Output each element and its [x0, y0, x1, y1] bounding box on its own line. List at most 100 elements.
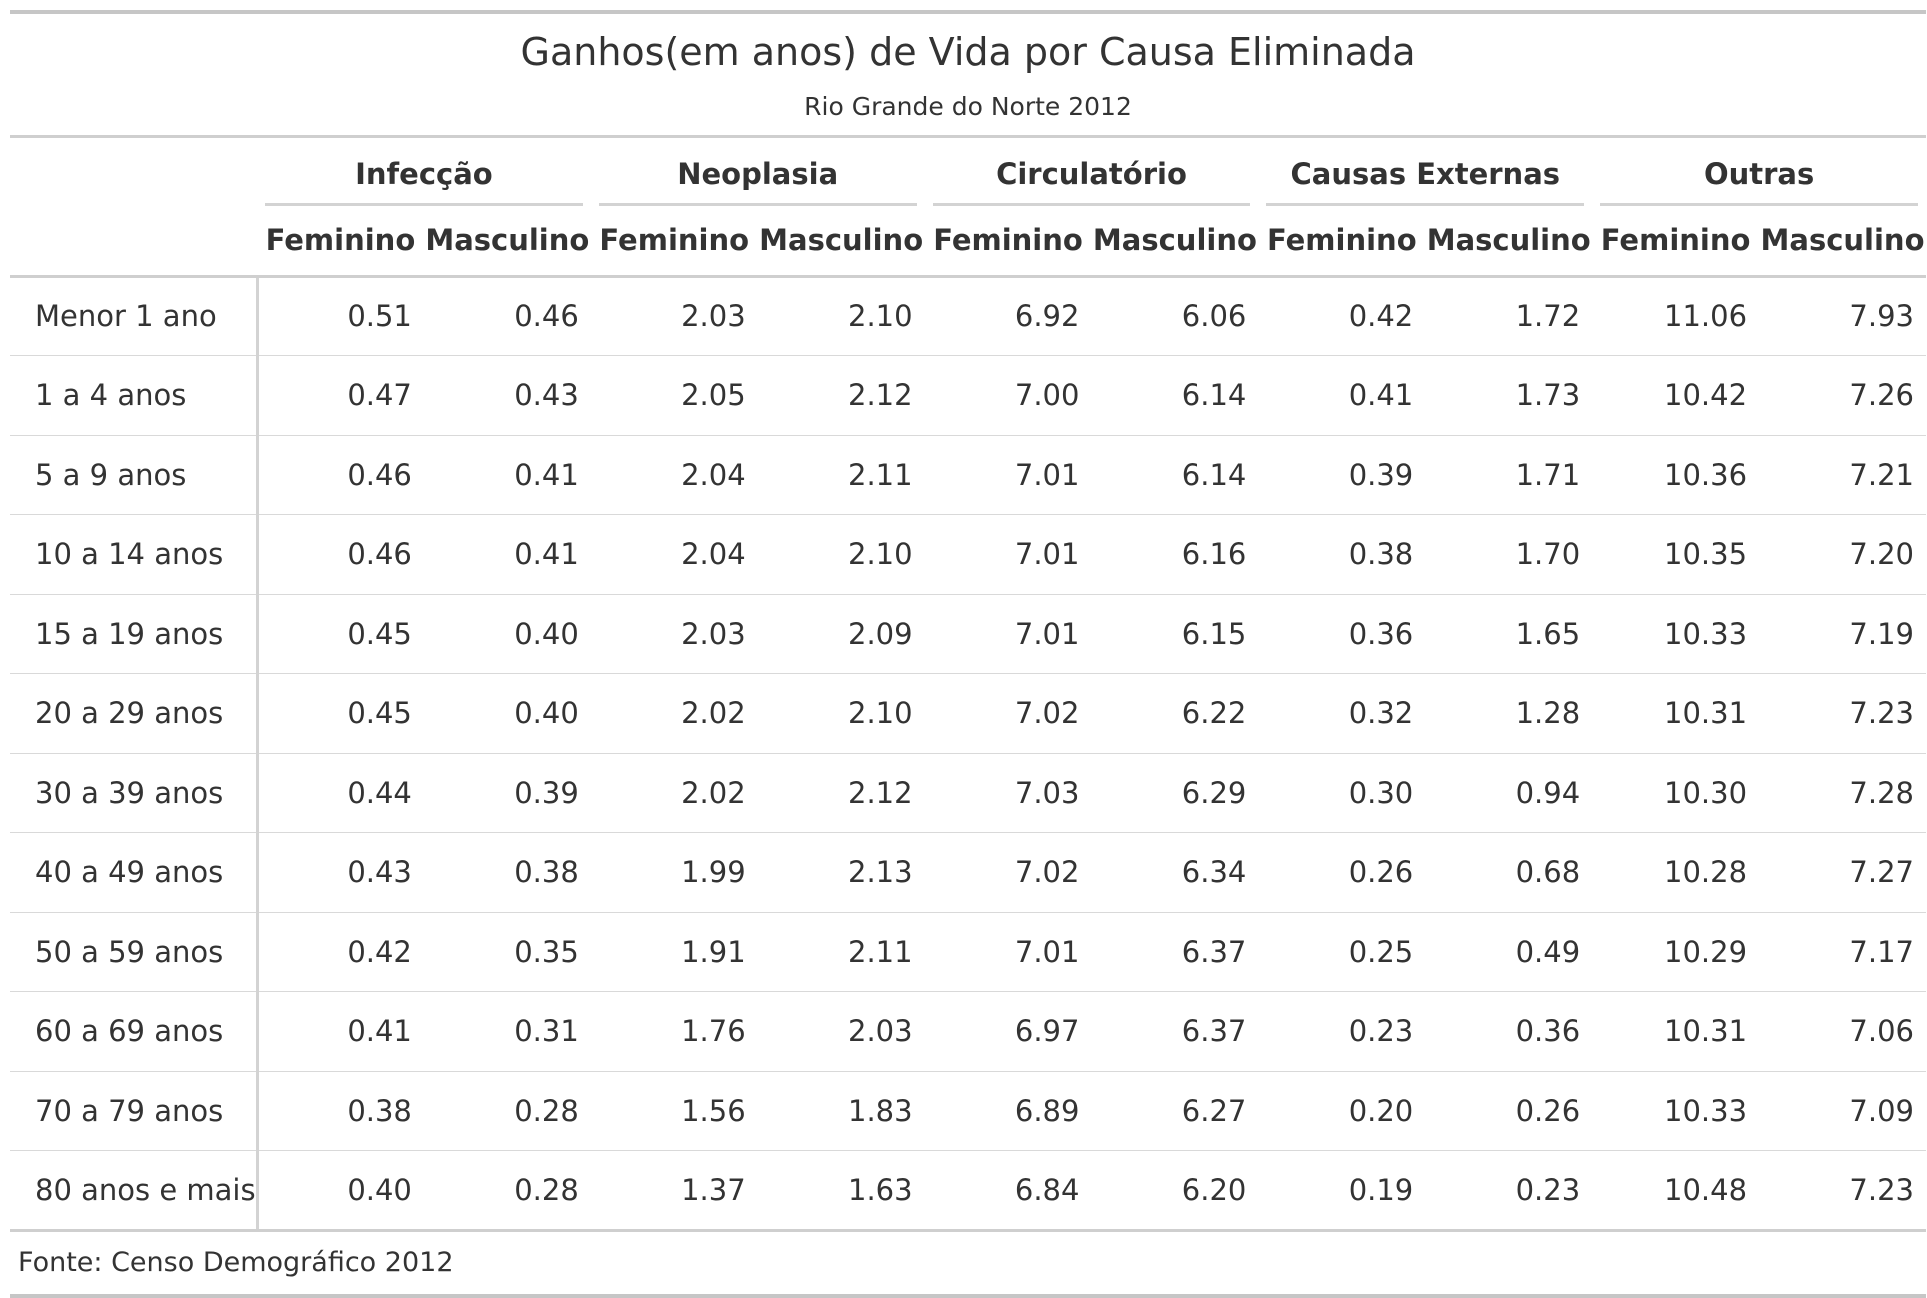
source-note: Fonte: Censo Demográfico 2012: [18, 1246, 454, 1278]
table-cell: 2.04: [590, 514, 758, 595]
table-cell: 0.38: [257, 1071, 424, 1151]
bottom-rule: [10, 1293, 1926, 1298]
table-cell: 6.92: [924, 276, 1092, 356]
column-header-masculino: Masculino: [1425, 206, 1593, 278]
table-cell: 6.14: [1091, 355, 1259, 436]
row-label: 50 a 59 anos: [10, 912, 259, 992]
spanner-label: Infecção: [265, 157, 583, 206]
table-cell: 7.17: [1759, 912, 1926, 992]
table-cell: 0.46: [257, 435, 424, 515]
table-cell: 10.31: [1592, 673, 1760, 754]
table-cell: 0.47: [257, 355, 424, 436]
column-header-masculino: Masculino: [757, 206, 925, 278]
table-cell: 2.10: [757, 673, 925, 754]
row-label: 70 a 79 anos: [10, 1071, 259, 1151]
column-header-feminino: Feminino: [1258, 206, 1426, 278]
table-cell: 0.40: [423, 594, 591, 674]
table-cell: 0.41: [1258, 355, 1426, 436]
table-cell: 0.32: [1258, 673, 1426, 754]
table-cell: 1.63: [757, 1150, 925, 1232]
table-row: 20 a 29 anos 0.45 0.40 2.02 2.10 7.02 6.22 0.32…: [10, 673, 1926, 754]
table-cell: 6.37: [1091, 991, 1259, 1072]
table-row: 10 a 14 anos 0.46 0.41 2.04 2.10 7.01 6.16 0.38…: [10, 514, 1926, 595]
table-cell: 0.46: [257, 514, 424, 595]
table-cell: 0.28: [423, 1150, 591, 1232]
column-header-feminino: Feminino: [924, 206, 1092, 278]
table-cell: 2.03: [590, 276, 758, 356]
table-cell: 0.39: [1258, 435, 1426, 515]
table-cell: 6.06: [1091, 276, 1259, 356]
column-header-feminino: Feminino: [590, 206, 758, 278]
table-cell: 1.56: [590, 1071, 758, 1151]
table-cell: 2.10: [757, 276, 925, 356]
table-cell: 0.26: [1425, 1071, 1593, 1151]
table-cell: 0.38: [1258, 514, 1426, 595]
table-cell: 6.97: [924, 991, 1092, 1072]
row-label: 15 a 19 anos: [10, 594, 259, 674]
table-cell: 0.40: [257, 1150, 424, 1232]
column-header-masculino: Masculino: [1759, 206, 1926, 278]
table-cell: 1.83: [757, 1071, 925, 1151]
table-cell: 10.48: [1592, 1150, 1760, 1232]
spanner-infeccao: Infecção: [257, 138, 591, 206]
table-cell: 0.41: [423, 435, 591, 515]
table-cell: 6.22: [1091, 673, 1259, 754]
table-cell: 0.39: [423, 753, 591, 833]
row-label: 60 a 69 anos: [10, 991, 259, 1072]
table-cell: 7.21: [1759, 435, 1926, 515]
row-label: 20 a 29 anos: [10, 673, 259, 754]
table-cell: 1.76: [590, 991, 758, 1072]
table-cell: 10.28: [1592, 832, 1760, 913]
table-row: 80 anos e mais 0.40 0.28 1.37 1.63 6.84 6.20 0.…: [10, 1150, 1926, 1232]
table-cell: 1.37: [590, 1150, 758, 1232]
table-cell: 1.70: [1425, 514, 1593, 595]
table-cell: 7.02: [924, 673, 1092, 754]
table-cell: 10.33: [1592, 594, 1760, 674]
table-cell: 2.10: [757, 514, 925, 595]
table-cell: 2.02: [590, 673, 758, 754]
table-cell: 0.30: [1258, 753, 1426, 833]
table-cell: 0.44: [257, 753, 424, 833]
table-cell: 6.29: [1091, 753, 1259, 833]
table-cell: 0.51: [257, 276, 424, 356]
table-cell: 0.49: [1425, 912, 1593, 992]
table-cell: 0.68: [1425, 832, 1593, 913]
table-cell: 0.42: [257, 912, 424, 992]
table-cell: 0.25: [1258, 912, 1426, 992]
table-row: 1 a 4 anos 0.47 0.43 2.05 2.12 7.00 6.14 0.41 1.…: [10, 355, 1926, 436]
table-cell: 0.46: [423, 276, 591, 356]
table-cell: 7.27: [1759, 832, 1926, 913]
table-cell: 1.91: [590, 912, 758, 992]
table-cell: 7.23: [1759, 673, 1926, 754]
row-label: 1 a 4 anos: [10, 355, 259, 436]
table-cell: 0.38: [423, 832, 591, 913]
table-cell: 0.26: [1258, 832, 1426, 913]
column-header-feminino: Feminino: [1592, 206, 1760, 278]
spanner-label: Neoplasia: [598, 157, 917, 206]
table-cell: 0.94: [1425, 753, 1593, 833]
table-cell: 7.06: [1759, 991, 1926, 1072]
spanner-label: Outras: [1600, 157, 1918, 206]
stub-header-blank: [10, 138, 257, 206]
table-cell: 2.05: [590, 355, 758, 436]
table-cell: 1.65: [1425, 594, 1593, 674]
table-cell: 0.45: [257, 594, 424, 674]
table-row: Menor 1 ano 0.51 0.46 2.03 2.10 6.92 6.06 0.42 1…: [10, 276, 1926, 356]
table-cell: 2.03: [757, 991, 925, 1072]
life-gain-table: Infecção Neoplasia Circulatório Causas E…: [10, 138, 1926, 1232]
table-cell: 0.19: [1258, 1150, 1426, 1232]
table-cell: 6.34: [1091, 832, 1259, 913]
table-cell: 2.12: [757, 753, 925, 833]
row-label: Menor 1 ano: [10, 276, 259, 356]
table-row: 40 a 49 anos 0.43 0.38 1.99 2.13 7.02 6.34 0.26…: [10, 832, 1926, 913]
table-cell: 0.36: [1258, 594, 1426, 674]
row-label: 40 a 49 anos: [10, 832, 259, 913]
table-cell: 7.01: [924, 594, 1092, 674]
table-cell: 6.15: [1091, 594, 1259, 674]
table-cell: 7.28: [1759, 753, 1926, 833]
table-cell: 1.73: [1425, 355, 1593, 436]
table-cell: 11.06: [1592, 276, 1760, 356]
table-cell: 7.01: [924, 514, 1092, 595]
heading-rule: [10, 135, 1926, 138]
table-cell: 10.33: [1592, 1071, 1760, 1151]
